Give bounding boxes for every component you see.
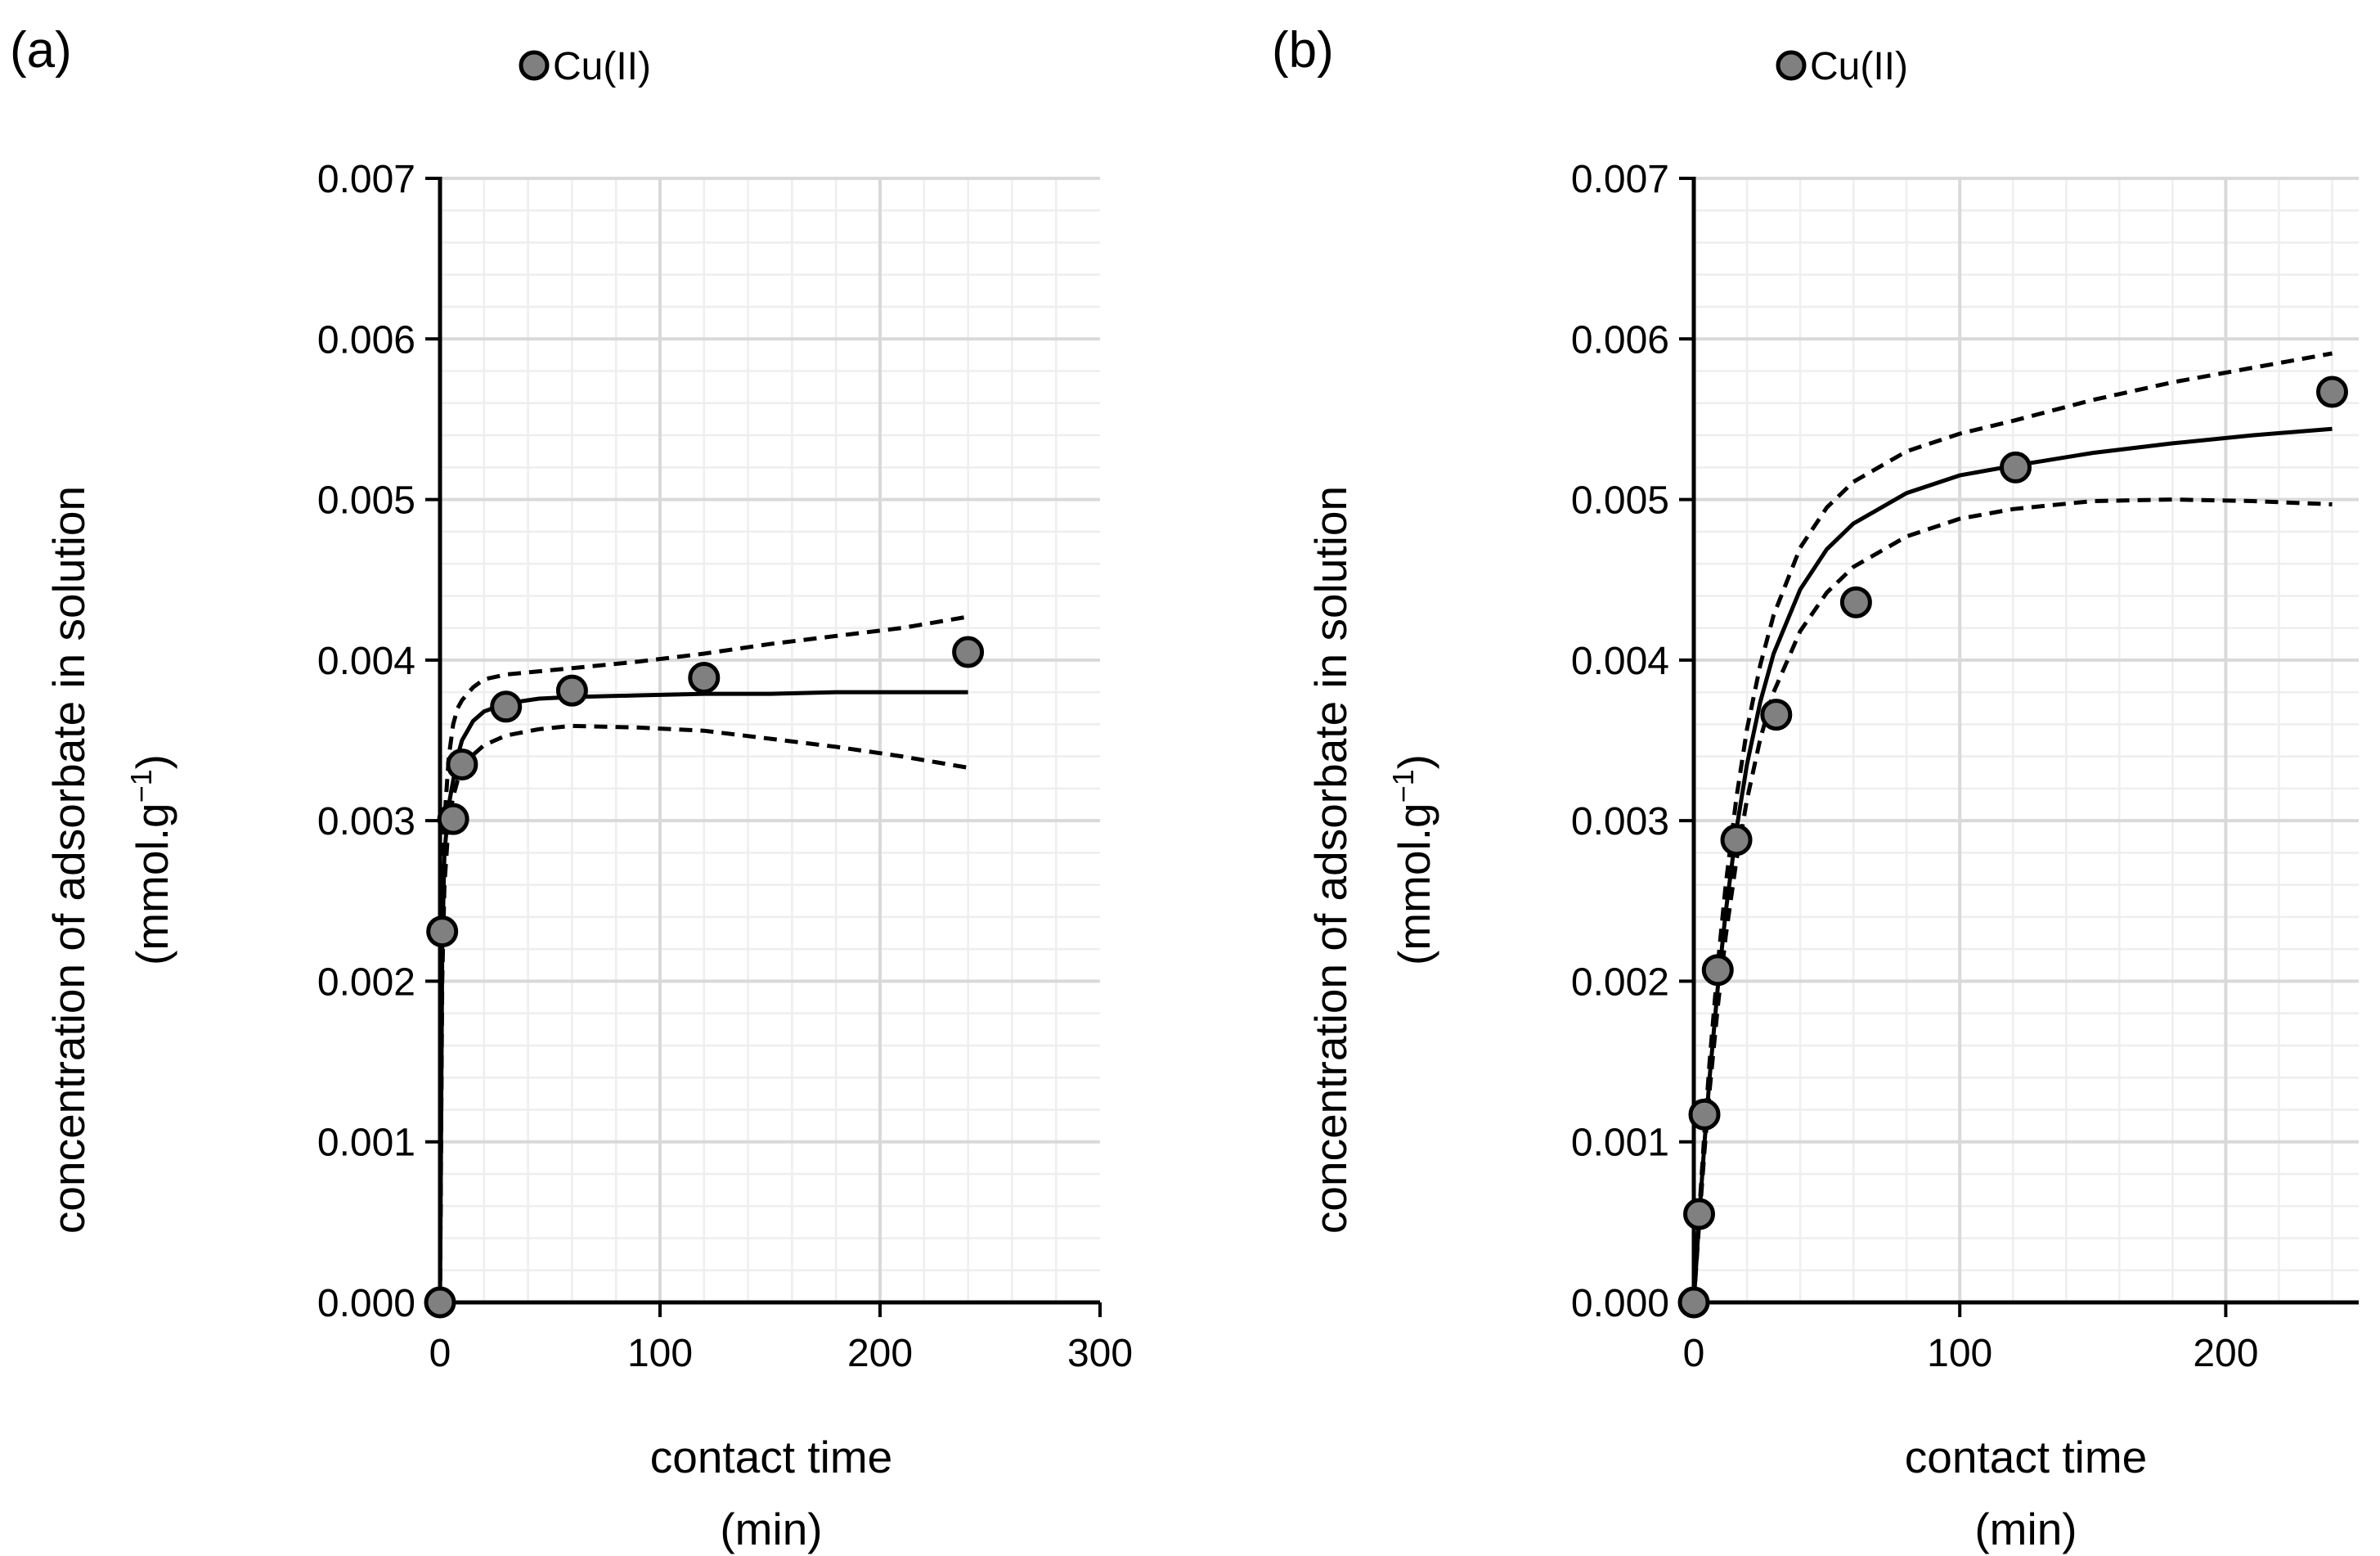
data-point-a: [437, 803, 469, 835]
x-tick-label: 200: [847, 1332, 913, 1375]
y-axis-title-a-line1: concentration of adsorbate in solution: [43, 486, 94, 1234]
ticks-a: 0.000 0.001 0.002 0.003 0.004 0.005 0.006 0.007…: [317, 158, 1133, 1375]
fit-lines-b: [1691, 351, 2333, 1303]
data-point-a: [490, 690, 523, 723]
y-axis-unit-b: (mmol.g: [1389, 803, 1439, 965]
data-point-b: [1701, 954, 1734, 987]
x-tick-label: 200: [2193, 1332, 2258, 1375]
legend-label-b: Cu(II): [1810, 45, 1908, 88]
y-tick-label: 0.004: [1571, 640, 1669, 683]
data-point-b: [1760, 699, 1793, 731]
data-point-b: [1688, 1098, 1721, 1131]
data-points-b: [1677, 376, 2348, 1319]
y-tick-label: 0.002: [317, 960, 415, 1004]
panel-a: (a) Cu(II) 0.0000.0010.0020.0030.0040.00…: [10, 22, 1133, 1554]
panel-label-a: (a): [10, 22, 72, 79]
legend-label-a: Cu(II): [553, 45, 651, 88]
y-tick-label: 0.002: [1571, 960, 1669, 1004]
y-tick-label: 0.001: [1571, 1122, 1669, 1165]
y-tick-label: 0.007: [317, 158, 415, 201]
data-points-a: [424, 636, 985, 1319]
x-axis-title-a-line1: contact time: [650, 1432, 893, 1482]
y-tick-label: 0.006: [317, 318, 415, 362]
y-tick-label: 0.003: [1571, 800, 1669, 843]
panel-b: (b) Cu(II) 0.0000.0010.0020.0030.0040.00…: [1272, 22, 2359, 1554]
y-axis-unit-close-b: ): [1389, 754, 1439, 769]
y-axis-unit-exponent-a: −1: [124, 769, 158, 803]
axes-b: [1691, 177, 2359, 1305]
x-axis-title-b-line2: (min): [1974, 1504, 2077, 1554]
y-tick-label: 0.007: [1571, 158, 1669, 201]
y-tick-label: 0.003: [317, 800, 415, 843]
data-point-a: [446, 748, 478, 780]
y-tick-label: 0.001: [317, 1122, 415, 1165]
data-point-a: [688, 661, 721, 694]
legend-b: Cu(II): [1776, 45, 1908, 88]
data-point-b: [1999, 451, 2032, 483]
y-axis-title-b-line1: concentration of adsorbate in solution: [1305, 486, 1356, 1234]
data-point-a: [424, 1286, 456, 1319]
fit-curve-dashed-b: [1691, 351, 2333, 1303]
ticks-b: 0.000 0.001 0.002 0.003 0.004 0.005 0.006 0.007…: [1571, 158, 2259, 1375]
x-tick-label: 300: [1067, 1332, 1133, 1375]
legend-a: Cu(II): [519, 45, 651, 88]
data-point-b: [1677, 1286, 1710, 1319]
y-axis-unit-exponent-b: −1: [1386, 769, 1420, 803]
legend-marker-b: [1776, 50, 1807, 81]
panel-label-b: (b): [1272, 22, 1334, 79]
data-point-b: [1839, 586, 1872, 618]
grid-a: [440, 177, 1100, 1302]
x-tick-label: 100: [627, 1332, 693, 1375]
x-tick-label: 100: [1927, 1332, 1992, 1375]
y-tick-label: 0.006: [1571, 318, 1669, 362]
y-tick-label: 0.005: [317, 479, 415, 523]
y-tick-label: 0.000: [317, 1282, 415, 1325]
y-axis-unit-close-a: ): [127, 754, 177, 769]
y-axis-title-b-line2: (mmol.g−1): [1386, 754, 1440, 965]
legend-marker-a: [519, 50, 550, 81]
grid-b: [1694, 177, 2359, 1302]
data-point-a: [952, 636, 985, 668]
y-axis-unit-a: (mmol.g: [127, 803, 177, 965]
fit-curve-dashed-b: [1691, 497, 2333, 1303]
data-point-b: [1720, 824, 1753, 857]
x-axis-title-b-line1: contact time: [1905, 1432, 2148, 1482]
y-tick-label: 0.000: [1571, 1282, 1669, 1325]
x-tick-label: 0: [1683, 1332, 1705, 1375]
x-tick-label: 0: [429, 1332, 451, 1375]
data-point-b: [1683, 1198, 1716, 1230]
y-axis-title-a-line2: (mmol.g−1): [124, 754, 178, 965]
x-axis-title-a-line2: (min): [720, 1504, 822, 1554]
y-tick-label: 0.004: [317, 640, 415, 683]
data-point-a: [555, 674, 588, 707]
data-point-a: [426, 915, 459, 948]
y-tick-label: 0.005: [1571, 479, 1669, 523]
data-point-b: [2315, 376, 2348, 408]
